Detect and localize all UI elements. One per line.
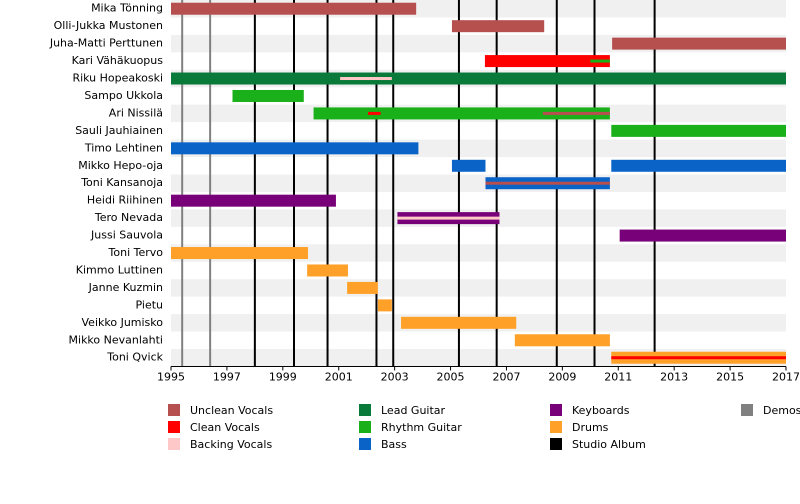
role-stripe xyxy=(397,216,500,220)
legend-swatch xyxy=(550,421,562,433)
member-label: Ari Nissilä xyxy=(109,106,163,119)
legend-swatch xyxy=(168,438,180,450)
x-tick-label: 2017 xyxy=(772,370,800,383)
x-tick-label: 1999 xyxy=(269,370,297,383)
member-label: Toni Qvick xyxy=(106,351,163,364)
x-tick-label: 2013 xyxy=(660,370,688,383)
legend-swatch xyxy=(168,421,180,433)
x-tick-label: 2005 xyxy=(437,370,465,383)
member-label: Juha-Matti Perttunen xyxy=(49,37,163,50)
role-bar xyxy=(451,159,486,172)
legend-label: Demos xyxy=(763,404,800,417)
role-bar xyxy=(171,194,336,207)
role-stripe xyxy=(611,356,786,360)
row-stripe xyxy=(171,174,786,192)
row-stripe xyxy=(171,244,786,262)
role-bar xyxy=(171,247,308,260)
legend-swatch xyxy=(359,404,371,416)
legend-label: Keyboards xyxy=(572,404,630,417)
member-label: Toni Tervo xyxy=(108,246,164,259)
member-label: Janne Kuzmin xyxy=(88,281,163,294)
role-stripe xyxy=(590,59,610,63)
x-tick-label: 2011 xyxy=(604,370,632,383)
role-bar xyxy=(377,299,392,312)
legend-swatch xyxy=(359,421,371,433)
member-label: Heidi Riihinen xyxy=(87,194,163,207)
x-tick-label: 2009 xyxy=(548,370,576,383)
role-bar xyxy=(612,37,786,50)
legend-swatch xyxy=(550,438,562,450)
role-bar xyxy=(484,55,610,68)
legend-swatch xyxy=(359,438,371,450)
role-bar xyxy=(451,20,545,33)
x-tick-label: 1997 xyxy=(213,370,241,383)
role-stripe xyxy=(485,181,610,185)
member-label: Mika Tönning xyxy=(91,2,163,15)
member-label: Tero Nevada xyxy=(94,211,163,224)
legend-label: Studio Album xyxy=(572,438,646,451)
role-bar xyxy=(232,89,304,102)
member-label: Jussi Sauvola xyxy=(90,229,163,242)
member-label: Pietu xyxy=(136,298,164,311)
legend-label: Drums xyxy=(572,421,609,434)
legend-swatch xyxy=(550,404,562,416)
x-tick-label: 2001 xyxy=(325,370,353,383)
role-bar xyxy=(611,124,786,137)
member-label: Timo Lehtinen xyxy=(84,141,163,154)
x-tick-label: 2015 xyxy=(716,370,744,383)
x-tick-label: 1995 xyxy=(157,370,185,383)
member-label: Mikko Nevanlahti xyxy=(69,333,163,346)
legend-label: Bass xyxy=(381,438,407,451)
member-label: Kari Vähäkuopus xyxy=(72,54,164,67)
legend-label: Backing Vocals xyxy=(190,438,272,451)
role-bar xyxy=(307,264,348,277)
legend-swatch xyxy=(741,404,753,416)
member-label: Sauli Jauhiainen xyxy=(75,124,163,137)
role-bar xyxy=(171,142,419,155)
role-stripe xyxy=(368,111,381,115)
role-bar xyxy=(514,334,610,347)
member-label: Sampo Ukkola xyxy=(84,89,163,102)
legend-label: Unclean Vocals xyxy=(190,404,273,417)
role-bar xyxy=(347,281,378,294)
member-label: Olli-Jukka Mustonen xyxy=(54,19,163,32)
member-label: Mikko Hepo-oja xyxy=(78,159,163,172)
role-bar xyxy=(619,229,786,242)
role-bar xyxy=(611,159,786,172)
role-bar xyxy=(171,2,417,15)
role-stripe xyxy=(542,111,610,115)
member-label: Riku Hopeakoski xyxy=(72,72,163,85)
x-tick-label: 2003 xyxy=(381,370,409,383)
member-label: Toni Kansanoja xyxy=(80,176,163,189)
row-stripe xyxy=(171,279,786,297)
role-stripe xyxy=(340,77,392,81)
member-label: Kimmo Luttinen xyxy=(76,263,163,276)
legend-label: Clean Vocals xyxy=(190,421,260,434)
legend-label: Rhythm Guitar xyxy=(381,421,462,434)
member-label: Veikko Jumisko xyxy=(82,316,164,329)
role-bar xyxy=(171,72,786,85)
role-bar xyxy=(401,316,517,329)
legend-label: Lead Guitar xyxy=(381,404,446,417)
x-tick-label: 2007 xyxy=(492,370,520,383)
legend-swatch xyxy=(168,404,180,416)
role-bar xyxy=(313,107,610,120)
